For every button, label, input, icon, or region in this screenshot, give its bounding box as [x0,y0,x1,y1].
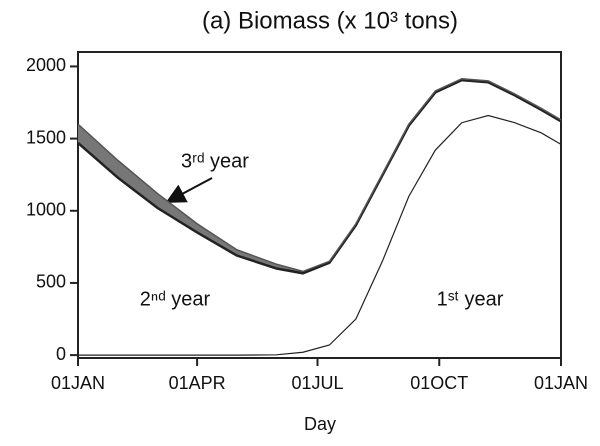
series-line [78,114,562,356]
series-line [77,77,562,273]
series-label: 1ˢᵗ year [437,288,504,310]
y-tick-label: 2000 [26,55,66,75]
plot-frame [77,51,562,359]
series-label: 3ʳᵈ year [181,150,249,172]
x-tick-label: 01OCT [410,373,468,393]
y-tick-label: 0 [56,344,66,364]
series-label: 2ⁿᵈ year [140,288,211,310]
y-tick-label: 1000 [26,200,66,220]
y-tick-label: 500 [36,272,66,292]
annotation-arrow [165,177,213,203]
band-fill [78,78,561,274]
x-tick-label: 01JAN [51,373,105,393]
x-tick-label: 01APR [169,373,226,393]
x-tick-label: 01JAN [534,373,588,393]
chart-title: (a) Biomass (x 10³ tons) [202,7,458,34]
x-axis-label: Day [304,414,336,434]
y-tick-label: 1500 [26,127,66,147]
series-line [77,78,562,275]
x-tick-label: 01JUL [291,373,343,393]
